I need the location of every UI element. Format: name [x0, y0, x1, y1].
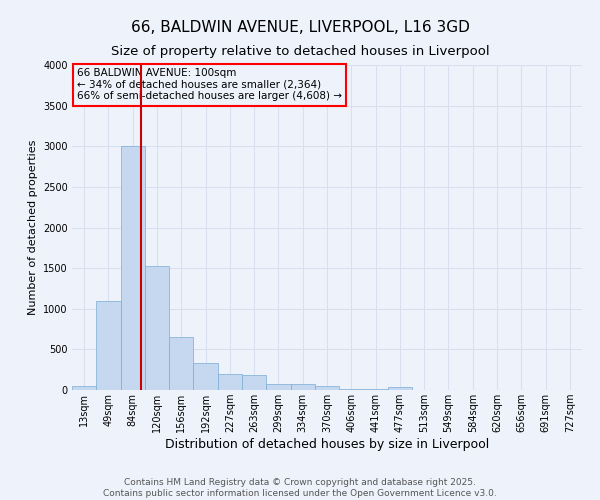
Text: 66 BALDWIN AVENUE: 100sqm
← 34% of detached houses are smaller (2,364)
66% of se: 66 BALDWIN AVENUE: 100sqm ← 34% of detac…	[77, 68, 342, 102]
Bar	[121, 146, 145, 390]
Text: 66, BALDWIN AVENUE, LIVERPOOL, L16 3GD: 66, BALDWIN AVENUE, LIVERPOOL, L16 3GD	[131, 20, 469, 35]
Bar	[72, 386, 96, 390]
Text: Contains HM Land Registry data © Crown copyright and database right 2025.
Contai: Contains HM Land Registry data © Crown c…	[103, 478, 497, 498]
Y-axis label: Number of detached properties: Number of detached properties	[28, 140, 38, 315]
Bar	[388, 387, 412, 390]
Text: Size of property relative to detached houses in Liverpool: Size of property relative to detached ho…	[110, 45, 490, 58]
Bar	[96, 300, 121, 390]
Bar	[218, 374, 242, 390]
X-axis label: Distribution of detached houses by size in Liverpool: Distribution of detached houses by size …	[165, 438, 489, 451]
Bar	[290, 384, 315, 390]
Bar	[242, 374, 266, 390]
Bar	[145, 266, 169, 390]
Bar	[339, 389, 364, 390]
Bar	[266, 384, 290, 390]
Bar	[364, 389, 388, 390]
Bar	[193, 363, 218, 390]
Bar	[169, 337, 193, 390]
Bar	[315, 386, 339, 390]
